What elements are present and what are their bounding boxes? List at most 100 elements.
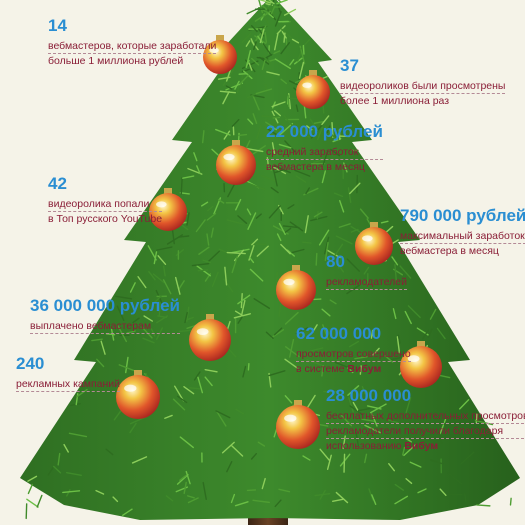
pine-needle bbox=[141, 326, 153, 339]
pine-needle bbox=[26, 498, 39, 508]
ornament-cap bbox=[206, 314, 214, 320]
pine-needle bbox=[178, 235, 190, 238]
stat-value: 14 bbox=[48, 16, 67, 35]
stat-paid-to-webmasters: 36 000 000 рублей выплачено вебмастерам bbox=[30, 296, 180, 334]
pine-needle bbox=[302, 455, 311, 461]
pine-needle bbox=[250, 38, 255, 46]
pine-needle bbox=[248, 62, 253, 71]
pine-needle bbox=[312, 324, 318, 332]
pine-needle bbox=[364, 424, 381, 434]
stat-description-line: в системе Вибум bbox=[296, 362, 411, 376]
stat-average-earnings: 22 000 рублей средний заработок вебмасте… bbox=[266, 122, 383, 174]
ornament-highlight bbox=[209, 47, 219, 53]
pine-needle bbox=[321, 364, 324, 377]
pine-needle bbox=[240, 74, 249, 84]
pine-needle bbox=[282, 225, 300, 229]
pine-needle bbox=[321, 308, 331, 317]
pine-needle bbox=[288, 339, 295, 358]
pine-needle bbox=[174, 276, 181, 295]
stat-value: 37 bbox=[340, 56, 359, 75]
pine-needle bbox=[157, 255, 167, 266]
pine-needle bbox=[228, 348, 237, 358]
stat-value: 36 000 000 рублей bbox=[30, 296, 180, 315]
pine-needle bbox=[68, 432, 88, 438]
pine-needle bbox=[66, 489, 71, 497]
pine-needle bbox=[407, 305, 421, 319]
pine-needle bbox=[289, 59, 295, 66]
pine-needle bbox=[180, 176, 183, 195]
pine-needle bbox=[350, 228, 359, 233]
ornament-cap bbox=[164, 188, 172, 194]
pine-needle bbox=[178, 329, 192, 333]
pine-needle bbox=[105, 448, 114, 456]
ornament-cap bbox=[134, 370, 142, 376]
pine-needle bbox=[397, 334, 401, 344]
pine-needle bbox=[394, 263, 398, 284]
pine-needle bbox=[179, 436, 194, 449]
pine-needle bbox=[295, 175, 307, 183]
pine-needle bbox=[237, 133, 248, 137]
pine-needle bbox=[276, 233, 282, 242]
stat-description-line: рекламных кампаний bbox=[16, 378, 121, 392]
ornament-cap bbox=[417, 341, 425, 347]
stat-description-line: видеоролика попали bbox=[48, 197, 163, 212]
pine-needle bbox=[335, 261, 345, 273]
pine-needle bbox=[259, 28, 265, 44]
pine-needle bbox=[219, 90, 237, 94]
pine-needle bbox=[238, 72, 248, 75]
pine-needle bbox=[115, 295, 133, 300]
pine-needle bbox=[186, 495, 195, 499]
pine-needle bbox=[262, 42, 272, 56]
pine-needle bbox=[223, 130, 231, 140]
pine-needle bbox=[409, 461, 422, 468]
pine-needle bbox=[247, 212, 257, 230]
pine-needle bbox=[366, 405, 382, 410]
pine-needle bbox=[227, 183, 236, 198]
pine-needle bbox=[201, 201, 209, 207]
stat-description: рекламных кампаний bbox=[16, 377, 121, 392]
pine-needle bbox=[276, 0, 288, 5]
pine-needle bbox=[70, 403, 81, 407]
pine-needle bbox=[186, 212, 190, 226]
pine-needle bbox=[266, 165, 273, 171]
pine-needle bbox=[391, 256, 399, 266]
pine-needle bbox=[380, 220, 389, 224]
pine-needle bbox=[179, 475, 187, 481]
stat-videos-million-views: 37 видеороликов были просмотрены более 1… bbox=[340, 56, 506, 108]
pine-needle bbox=[166, 234, 184, 245]
pine-needle bbox=[252, 95, 260, 111]
pine-needle bbox=[202, 259, 212, 264]
pine-needle bbox=[207, 205, 214, 212]
pine-needle bbox=[291, 38, 300, 44]
pine-needle bbox=[283, 8, 297, 16]
pine-needle bbox=[218, 248, 233, 256]
pine-needle bbox=[223, 278, 234, 293]
pine-needle bbox=[403, 444, 417, 457]
pine-needle bbox=[231, 118, 240, 127]
stat-value: 790 000 рублей bbox=[400, 206, 525, 225]
pine-needle bbox=[196, 165, 201, 175]
pine-needle bbox=[217, 199, 225, 204]
pine-needle bbox=[57, 452, 61, 466]
pine-needle bbox=[280, 41, 290, 55]
pine-needle bbox=[278, 122, 294, 136]
ornament-ball bbox=[276, 270, 316, 310]
pine-needle bbox=[256, 124, 262, 140]
pine-needle bbox=[252, 113, 258, 124]
stat-description-line: бесплатных дополнительных просмотров bbox=[326, 409, 525, 424]
pine-needle bbox=[305, 394, 316, 410]
pine-needle bbox=[148, 271, 156, 281]
pine-needle bbox=[285, 346, 300, 358]
pine-needle bbox=[335, 235, 353, 245]
pine-needle bbox=[315, 252, 318, 266]
pine-needle bbox=[394, 495, 409, 505]
pine-needle bbox=[346, 258, 361, 272]
pine-needle bbox=[206, 233, 210, 246]
pine-needle bbox=[278, 488, 291, 493]
pine-needle bbox=[215, 410, 227, 427]
pine-needle bbox=[176, 395, 188, 404]
pine-needle bbox=[63, 443, 69, 453]
pine-needle bbox=[197, 376, 204, 394]
pine-needle bbox=[272, 169, 278, 187]
pine-needle bbox=[405, 437, 412, 443]
